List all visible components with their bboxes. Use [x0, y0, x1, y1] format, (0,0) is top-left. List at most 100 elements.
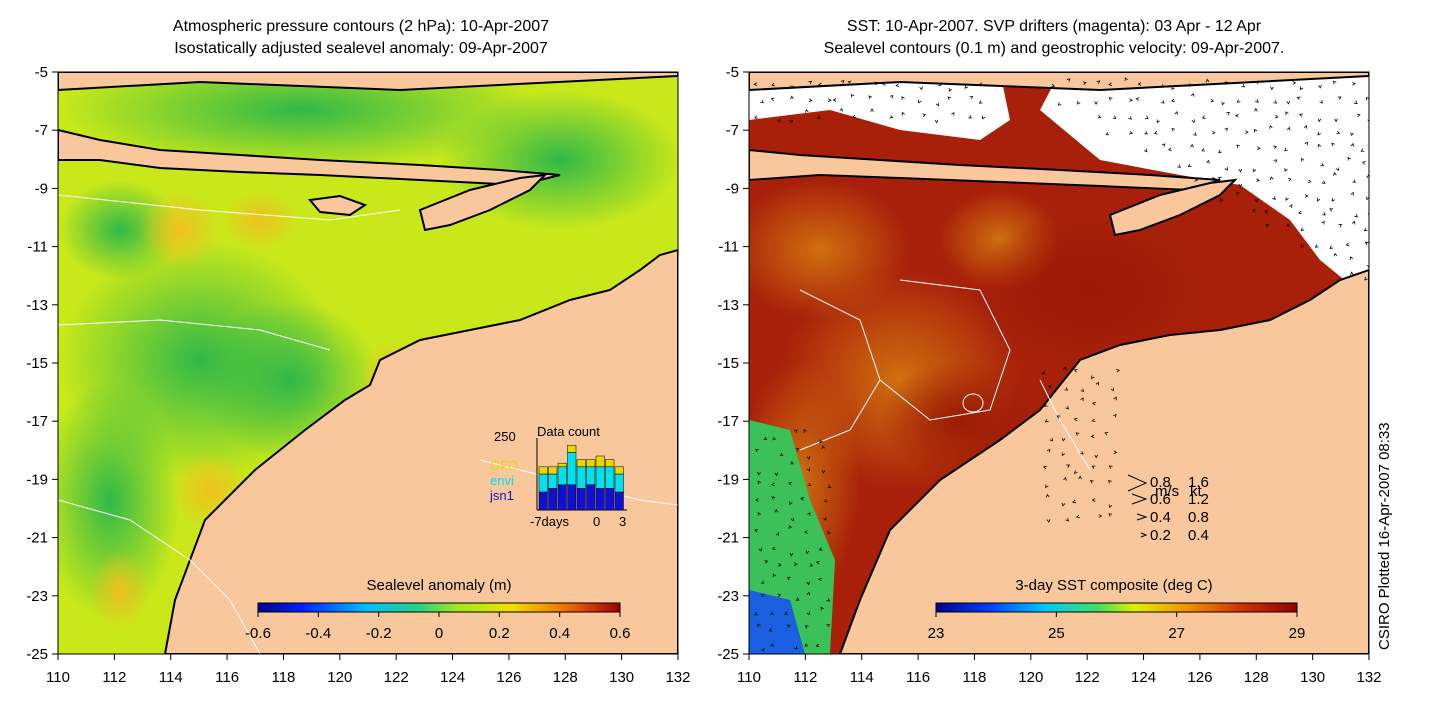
velocity-arrow: [1128, 130, 1133, 135]
left-x-tick-label: 124: [440, 669, 465, 686]
velocity-arrow: [1080, 397, 1084, 402]
inset-bar-envi: [614, 473, 624, 493]
left-y-tick-label: -7: [35, 122, 48, 139]
velocity-arrow: [968, 115, 973, 119]
velocity-arrow: [1337, 96, 1342, 100]
velocity-arrow: [1366, 96, 1369, 101]
velocity-arrow: [757, 623, 761, 628]
csiro-credit: CSIRO Plotted 16-Apr-2007 08:33: [1376, 422, 1393, 650]
velocity-arrow: [777, 118, 781, 123]
velocity-arrow: [757, 480, 761, 485]
velocity-arrow: [1364, 276, 1368, 281]
velocity-arrow: [771, 496, 776, 500]
velocity-arrow: [789, 552, 794, 557]
velocity-arrow: [1264, 210, 1269, 214]
speed-key-unit-kt: kt: [1190, 483, 1203, 500]
left-panel-title: Atmospheric pressure contours (2 hPa): 1…: [31, 16, 691, 60]
velocity-arrow: [1105, 131, 1110, 136]
velocity-arrow: [901, 111, 905, 116]
velocity-arrow: [895, 83, 900, 87]
inset-bar-jsn1: [567, 484, 577, 511]
velocity-arrow: [1113, 450, 1118, 455]
java-coast-right: [749, 72, 1369, 92]
velocity-arrow: [1077, 101, 1081, 105]
speed-key-unit-ms: m/s: [1155, 483, 1179, 500]
velocity-arrow: [1333, 252, 1338, 257]
velocity-arrow: [1286, 126, 1291, 131]
pressure-contour-2: [58, 194, 401, 221]
inset-bar-jsn1: [586, 484, 596, 511]
velocity-arrow: [1187, 83, 1192, 87]
velocity-arrow: [1361, 161, 1366, 165]
velocity-arrow: [1076, 514, 1080, 519]
velocity-arrow: [1352, 82, 1356, 86]
velocity-arrow: [1112, 115, 1117, 119]
velocity-arrow: [969, 95, 974, 100]
left-colorbar-ticks: -0.6 -0.4 -0.2 0 0.2 0.4 0.6: [245, 612, 630, 642]
velocity-arrow: [1319, 100, 1323, 104]
velocity-arrow: [1108, 82, 1113, 86]
inset-bar-envi: [548, 473, 558, 489]
sst-blue-patch: [749, 590, 805, 654]
inset-bars: [538, 444, 624, 511]
inset-bar-gfo: [538, 466, 548, 475]
inset-bar-envi: [557, 466, 567, 486]
velocity-arrow: [1235, 114, 1239, 118]
velocity-arrow: [1091, 465, 1096, 469]
inset-bar-gfo: [567, 444, 577, 453]
velocity-arrow: [889, 115, 894, 119]
velocity-arrow: [1160, 84, 1165, 88]
velocity-arrow: [1273, 145, 1278, 150]
velocity-arrow: [754, 529, 758, 533]
velocity-arrow: [794, 429, 798, 433]
velocity-arrow: [1063, 366, 1067, 371]
velocity-arrow: [1187, 163, 1192, 168]
velocity-arrow: [788, 525, 792, 529]
velocity-arrow: [1226, 111, 1231, 116]
velocity-arrow: [821, 445, 825, 449]
velocity-arrow: [1108, 97, 1113, 101]
velocity-arrow: [806, 456, 811, 460]
velocity-arrow: [1285, 111, 1289, 116]
velocity-arrow: [753, 82, 758, 86]
velocity-arrow: [1365, 196, 1369, 201]
java-coast-left: [58, 72, 678, 92]
speed-key-row4-kt: 0.4: [1188, 527, 1209, 544]
colorbar-tick-label: -0.2: [366, 625, 392, 642]
velocity-arrow: [1252, 209, 1257, 213]
velocity-arrow: [808, 80, 813, 85]
velocity-arrow: [1350, 132, 1354, 137]
right-x-tick-label: 120: [1018, 669, 1043, 686]
inset-bar-jsn1: [595, 488, 605, 511]
velocity-arrow: [1236, 99, 1241, 103]
velocity-arrow: [1274, 114, 1279, 119]
velocity-arrow: [763, 436, 768, 440]
velocity-arrow: [948, 88, 952, 92]
velocity-arrow: [1304, 141, 1308, 146]
left-x-tick-label: 122: [384, 669, 409, 686]
velocity-arrow: [1045, 484, 1049, 489]
velocity-arrow: [1044, 419, 1049, 423]
velocity-arrow: [919, 86, 923, 91]
velocity-arrow: [1113, 413, 1117, 418]
right-x-tick-label: 114: [850, 669, 874, 686]
velocity-arrow: [1317, 118, 1322, 123]
velocity-arrow: [795, 448, 800, 452]
velocity-arrow: [1174, 110, 1179, 115]
left-x-tick-label: 132: [665, 669, 690, 686]
inset-bar-gfo: [614, 466, 624, 475]
velocity-arrow: [1108, 513, 1112, 517]
velocity-arrow: [1045, 493, 1050, 498]
velocity-arrow: [1245, 130, 1249, 134]
velocity-arrow: [800, 497, 805, 501]
velocity-arrow: [1190, 143, 1194, 148]
velocity-arrow: [1300, 244, 1305, 248]
velocity-arrow: [793, 645, 798, 650]
inset-bar-gfo: [595, 455, 605, 468]
velocity-arrow: [1075, 432, 1080, 436]
velocity-arrow: [1205, 78, 1210, 83]
velocity-arrow: [772, 573, 777, 578]
axis-tick-labels: 110 112 114 116 118 120 122 124 126 128 130 132 -5 -7…: [26, 64, 1381, 686]
velocity-arrow: [1364, 241, 1369, 246]
velocity-arrow: [1108, 504, 1113, 509]
